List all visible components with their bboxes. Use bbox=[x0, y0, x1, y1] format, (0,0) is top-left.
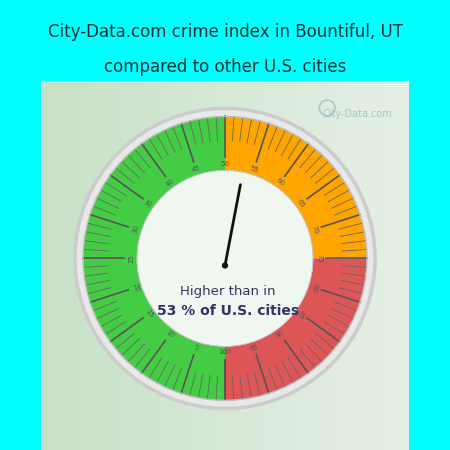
Text: 50: 50 bbox=[220, 162, 230, 167]
Text: 15: 15 bbox=[144, 308, 154, 319]
Bar bbox=[166, 81, 173, 450]
Bar bbox=[328, 81, 336, 450]
Bar bbox=[85, 81, 92, 450]
Bar bbox=[107, 81, 114, 450]
Bar bbox=[99, 81, 107, 450]
Text: 85: 85 bbox=[296, 308, 306, 319]
Text: 0: 0 bbox=[223, 349, 227, 356]
Text: 65: 65 bbox=[296, 198, 306, 208]
Bar bbox=[321, 81, 328, 450]
Bar bbox=[255, 81, 262, 450]
Bar bbox=[136, 81, 144, 450]
Bar bbox=[40, 81, 48, 450]
Circle shape bbox=[73, 107, 377, 410]
Bar bbox=[351, 81, 358, 450]
Text: 53 % of U.S. cities: 53 % of U.S. cities bbox=[157, 304, 299, 318]
Bar bbox=[225, 81, 232, 450]
Bar bbox=[232, 81, 240, 450]
Bar bbox=[306, 81, 314, 450]
Bar bbox=[380, 81, 387, 450]
Bar bbox=[63, 81, 70, 450]
Bar bbox=[55, 81, 63, 450]
Bar bbox=[343, 81, 351, 450]
Text: 55: 55 bbox=[249, 165, 259, 173]
Text: Higher than in: Higher than in bbox=[180, 284, 275, 297]
Bar bbox=[48, 81, 55, 450]
Bar bbox=[402, 81, 410, 450]
Text: compared to other U.S. cities: compared to other U.S. cities bbox=[104, 58, 346, 76]
Wedge shape bbox=[225, 258, 367, 400]
Text: 25: 25 bbox=[128, 254, 134, 263]
Bar bbox=[247, 81, 255, 450]
Bar bbox=[70, 81, 77, 450]
Text: 70: 70 bbox=[310, 224, 319, 234]
Bar bbox=[188, 81, 195, 450]
Circle shape bbox=[137, 171, 313, 346]
Bar bbox=[269, 81, 277, 450]
Text: 90: 90 bbox=[275, 329, 286, 339]
Bar bbox=[203, 81, 210, 450]
Bar bbox=[373, 81, 380, 450]
Text: 20: 20 bbox=[131, 282, 140, 292]
Text: 45: 45 bbox=[191, 165, 201, 173]
Bar bbox=[144, 81, 151, 450]
Bar bbox=[277, 81, 284, 450]
Bar bbox=[92, 81, 99, 450]
Bar bbox=[262, 81, 269, 450]
Bar bbox=[292, 81, 299, 450]
Text: City-Data.com crime index in Bountiful, UT: City-Data.com crime index in Bountiful, … bbox=[48, 22, 402, 40]
Bar bbox=[210, 81, 218, 450]
Bar bbox=[129, 81, 136, 450]
Bar bbox=[395, 81, 402, 450]
Bar bbox=[77, 81, 85, 450]
Text: 5: 5 bbox=[193, 344, 199, 351]
Bar bbox=[336, 81, 343, 450]
Circle shape bbox=[222, 262, 228, 269]
Text: 35: 35 bbox=[144, 198, 154, 208]
Bar bbox=[114, 81, 122, 450]
Text: 30: 30 bbox=[131, 224, 140, 234]
Bar bbox=[365, 81, 373, 450]
Bar bbox=[122, 81, 129, 450]
Text: 40: 40 bbox=[164, 177, 175, 188]
Bar bbox=[387, 81, 395, 450]
Bar bbox=[218, 81, 225, 450]
Bar bbox=[358, 81, 365, 450]
Text: 75: 75 bbox=[316, 254, 322, 263]
Bar bbox=[284, 81, 292, 450]
Bar bbox=[240, 81, 247, 450]
Text: 100: 100 bbox=[218, 349, 232, 356]
Text: 95: 95 bbox=[249, 343, 259, 352]
Text: 10: 10 bbox=[164, 329, 175, 339]
Bar bbox=[151, 81, 158, 450]
Bar bbox=[314, 81, 321, 450]
Bar bbox=[181, 81, 188, 450]
Text: 60: 60 bbox=[275, 177, 286, 188]
Bar bbox=[299, 81, 306, 450]
Text: City-Data.com: City-Data.com bbox=[323, 109, 392, 119]
Bar bbox=[173, 81, 181, 450]
Wedge shape bbox=[225, 117, 367, 258]
Text: 80: 80 bbox=[310, 282, 319, 292]
Bar bbox=[158, 81, 166, 450]
Bar bbox=[195, 81, 203, 450]
Circle shape bbox=[76, 110, 373, 407]
Wedge shape bbox=[83, 117, 225, 400]
